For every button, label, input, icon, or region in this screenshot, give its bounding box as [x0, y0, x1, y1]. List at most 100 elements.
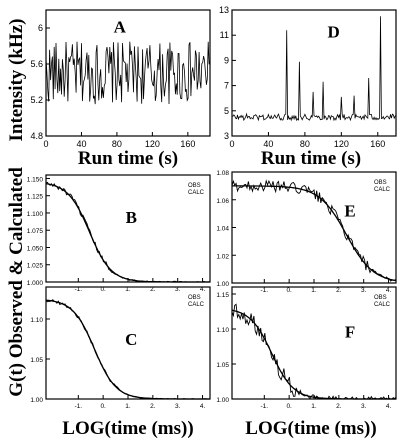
y-tick-label: 11	[220, 30, 229, 40]
x-tick-label: 2.	[336, 403, 342, 410]
x-tick-label: 1.	[125, 286, 131, 293]
x-tick-label: -1.	[75, 403, 83, 410]
panel-a: 4.8 5.2 5.6 6 0 40 80 120 160 A	[30, 9, 211, 149]
x-tick-label: -1.	[75, 286, 83, 293]
y-tick-label: 1.02	[216, 253, 229, 260]
xlabel-top-right: Run time (s)	[261, 148, 361, 169]
y-tick-label: 1.10	[216, 327, 229, 334]
xlabel-bottom-left: LOG(time (ms))	[62, 418, 193, 439]
y-tick-label: 1.000	[27, 280, 44, 287]
y-tick-label: 1.05	[30, 357, 43, 364]
y-tick-label: 1.100	[27, 211, 44, 218]
y-tick-label: 5.6	[30, 59, 43, 69]
x-tick-label: 0.	[100, 403, 106, 410]
series-line	[45, 41, 211, 105]
y-tick-label: 5	[224, 106, 229, 116]
obs-line	[231, 179, 397, 282]
x-tick-label: 160	[370, 139, 385, 149]
x-tick-label: 4.	[200, 286, 206, 293]
y-tick-label: 1.125	[27, 194, 44, 201]
legend-label-obs: OBS	[188, 183, 201, 189]
y-tick-label: 1.150	[27, 176, 44, 183]
panel-d: 3 5 7 9 11 13 0 40 80 120 160 D	[219, 5, 397, 149]
x-tick-label: 3.	[175, 403, 181, 410]
y-tick-label: 1.00	[216, 281, 229, 288]
x-tick-label: -1.	[261, 287, 269, 294]
y-tick-label: 1.06	[216, 198, 229, 205]
panel-e: 1.00 1.02 1.04 1.06 1.08 -1. 0. 1. 2. 3. 4. OBSCALC…	[216, 170, 397, 294]
y-tick-label: 1.00	[216, 397, 229, 404]
panel-letter: A	[114, 18, 127, 37]
series-line	[231, 16, 397, 122]
x-tick-label: 160	[180, 139, 195, 149]
panel-letter: F	[345, 322, 355, 341]
x-tick-label: 1.	[311, 403, 317, 410]
y-tick-label: 4.8	[30, 131, 43, 141]
y-tick-label: 1.10	[30, 317, 43, 324]
x-tick-label: 3.	[361, 403, 367, 410]
x-tick-label: -1.	[261, 403, 269, 410]
legend-label-obs: OBS	[374, 295, 387, 301]
x-tick-label: 40	[263, 139, 273, 149]
y-tick-label: 1.00	[30, 397, 43, 404]
legend-label-obs: OBS	[188, 295, 201, 301]
x-tick-label: 80	[112, 139, 122, 149]
x-tick-label: 0.	[286, 403, 292, 410]
ylabel-bottom: G(t) Observed & Calculated	[6, 167, 27, 397]
x-tick-label: 3.	[175, 286, 181, 293]
legend-label-calc: CALC	[374, 302, 391, 308]
panel-letter: D	[328, 23, 340, 42]
plot-frame	[45, 9, 211, 137]
y-tick-label: 1.05	[216, 362, 229, 369]
y-tick-label: 1.075	[27, 228, 44, 235]
x-tick-label: 2.	[150, 286, 156, 293]
x-tick-label: 0	[229, 139, 234, 149]
calc-line	[232, 185, 397, 282]
plot-frame	[231, 9, 397, 137]
y-tick-label: 1.15	[216, 292, 229, 299]
legend-label-obs: OBS	[374, 180, 387, 186]
y-tick-label: 9	[224, 55, 229, 65]
x-tick-label: 2.	[150, 403, 156, 410]
calc-line	[231, 309, 396, 400]
y-tick-label: 6	[38, 23, 43, 33]
calc-line	[45, 299, 210, 400]
xlabel-bottom-right: LOG(time (ms))	[245, 418, 376, 439]
y-tick-label: 5.2	[30, 95, 43, 105]
legend-label-calc: CALC	[188, 302, 205, 308]
x-tick-label: 4.	[200, 403, 206, 410]
legend-label-calc: CALC	[188, 190, 205, 196]
obs-line	[231, 303, 397, 400]
y-tick-label: 3	[224, 131, 229, 141]
panel-letter: C	[125, 330, 137, 349]
y-tick-label: 1.050	[27, 245, 44, 252]
xlabel-top-left: Run time (s)	[78, 148, 178, 169]
x-tick-label: 80	[300, 139, 310, 149]
x-tick-label: 2.	[336, 287, 342, 294]
ylabel-top: Intensity (kHz)	[6, 19, 27, 142]
legend-label-calc: CALC	[374, 187, 391, 193]
x-tick-label: 120	[145, 139, 160, 149]
x-tick-label: 120	[334, 139, 349, 149]
panel-b: 1.000 1.025 1.050 1.075 1.100 1.125 1.150 -1. 0.…	[27, 174, 211, 293]
x-tick-label: 0.	[100, 286, 106, 293]
x-tick-label: 0	[43, 139, 48, 149]
plot-frame	[231, 286, 397, 400]
panel-letter: E	[344, 201, 355, 220]
x-tick-label: 40	[76, 139, 86, 149]
x-tick-label: 4.	[386, 403, 392, 410]
x-tick-label: 3.	[361, 287, 367, 294]
calc-line	[45, 183, 210, 283]
y-tick-label: 1.04	[216, 226, 229, 233]
panel-letter: B	[126, 208, 137, 227]
x-tick-label: 1.	[125, 403, 131, 410]
x-tick-label: 0.	[286, 287, 292, 294]
plot-frame	[45, 174, 211, 283]
y-tick-label: 13	[219, 5, 229, 15]
y-tick-label: 1.025	[27, 263, 44, 270]
y-tick-label: 1.08	[216, 170, 229, 177]
x-tick-label: 4.	[386, 287, 392, 294]
